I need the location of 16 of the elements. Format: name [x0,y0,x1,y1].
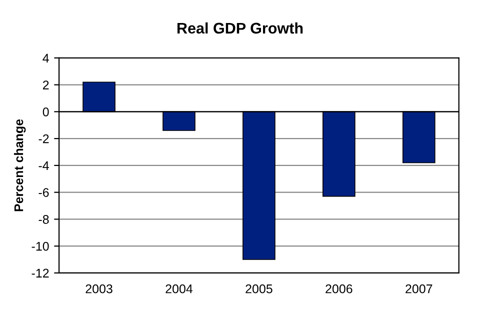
x-tick-label: 2006 [326,284,352,294]
y-tick-label: -12 [32,268,49,278]
y-axis-title: Percent change [14,119,26,212]
y-tick-label: -4 [38,161,49,170]
chart-title: Real GDP Growth [177,22,303,34]
y-tick-label: 0 [42,107,49,116]
y-tick-label: 4 [42,54,49,62]
x-tick-label: 2005 [246,284,272,294]
y-tick-label: -8 [38,215,49,224]
x-tick-label: 2003 [86,284,112,294]
x-tick-label: 2007 [406,284,432,294]
y-tick-label: -6 [38,188,49,197]
y-tick-label: -2 [38,134,49,144]
y-tick-label: 2 [42,80,49,90]
y-tick-label: -10 [32,242,49,251]
x-tick-label: 2004 [166,284,193,294]
